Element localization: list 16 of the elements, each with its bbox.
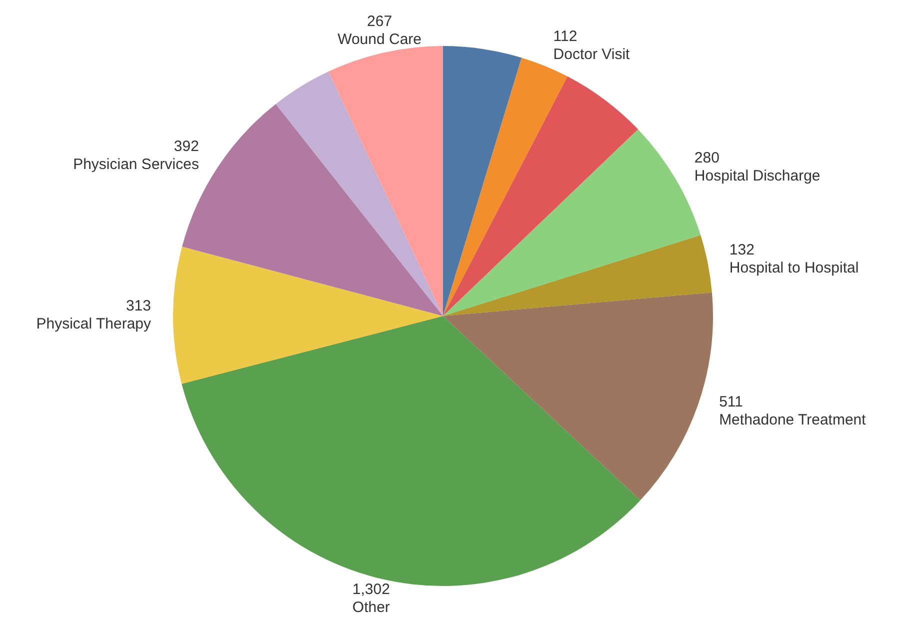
slice-label: Methadone Treatment <box>719 411 867 428</box>
slice-label: Hospital Discharge <box>694 168 820 185</box>
slice-label: Physician Services <box>73 156 199 173</box>
data-label: 313 <box>126 297 151 314</box>
data-label: 280 <box>694 150 720 167</box>
data-label: 392 <box>174 138 199 155</box>
data-label: 1,302 <box>352 581 390 598</box>
slice-label: Hospital to Hospital <box>729 259 859 276</box>
slice-label: Other <box>352 599 390 616</box>
slice-label: Wound Care <box>338 31 422 48</box>
data-label: 267 <box>367 13 392 30</box>
slice-label: Doctor Visit <box>553 46 631 63</box>
data-label: 112 <box>553 28 578 45</box>
data-label: 511 <box>719 393 743 410</box>
slice-label: Physical Therapy <box>36 315 152 332</box>
data-label: 132 <box>729 241 754 258</box>
